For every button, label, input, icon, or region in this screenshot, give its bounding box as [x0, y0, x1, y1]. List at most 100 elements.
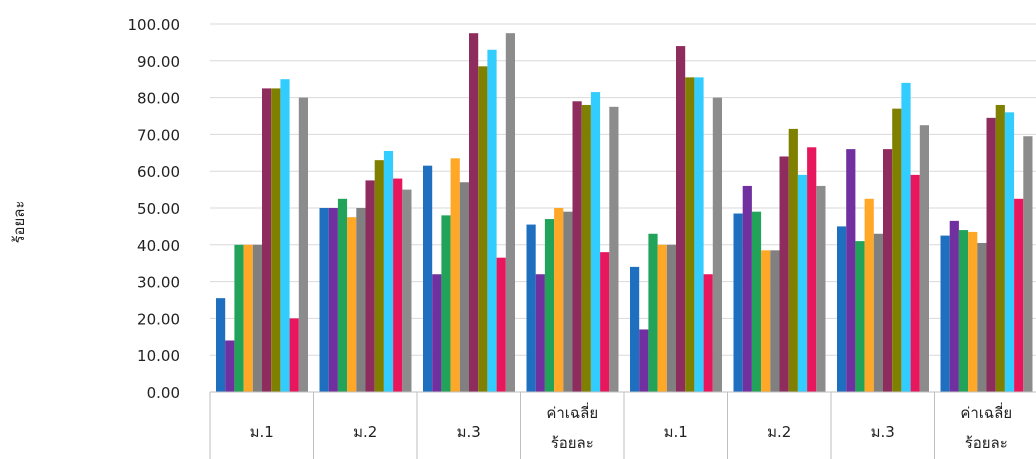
- bars: [216, 33, 1033, 393]
- bar: [807, 147, 817, 392]
- bar: [958, 230, 969, 392]
- y-axis-label: ร้อยละ: [10, 200, 28, 243]
- bar: [280, 79, 290, 392]
- bar: [968, 231, 978, 392]
- bar: [1014, 198, 1024, 392]
- bar: [676, 46, 686, 392]
- bar: [837, 226, 847, 392]
- category-label: ม.1: [250, 423, 274, 441]
- bar: [648, 233, 658, 392]
- category-label: ค่าเฉลี่ย: [960, 402, 1012, 422]
- bar: [940, 235, 950, 392]
- bar: [441, 215, 451, 392]
- bar: [910, 174, 920, 392]
- category-label: ม.2: [353, 423, 377, 441]
- bar: [356, 208, 366, 392]
- bar: [712, 97, 722, 392]
- category-label-line2: ร้อยละ: [965, 434, 1008, 452]
- bar: [1004, 112, 1015, 392]
- y-tick-label: 100.00: [128, 16, 181, 34]
- bar: [581, 104, 591, 393]
- bar: [459, 182, 469, 392]
- bar: [949, 220, 959, 392]
- y-tick-label: 0.00: [147, 384, 180, 402]
- bar: [864, 198, 874, 392]
- bar: [919, 125, 929, 392]
- x-axis-table: ม.1 ม.2 ม.3 ค่าเฉลี่ยร้อยละ ม.1 ม.2 ม.3 ค่าเฉลี…: [209, 391, 1036, 459]
- y-tick-label: 80.00: [137, 90, 180, 108]
- bar: [402, 189, 412, 392]
- category-label: ม.3: [871, 423, 895, 441]
- bar: [450, 158, 460, 392]
- bar: [337, 198, 348, 392]
- bar: [977, 242, 987, 392]
- bar: [234, 244, 244, 392]
- bar: [469, 33, 479, 392]
- y-tick-label: 90.00: [137, 53, 180, 71]
- bar: [271, 88, 281, 393]
- bar: [243, 244, 253, 392]
- bar: [630, 266, 640, 392]
- y-tick-label: 10.00: [137, 347, 180, 365]
- bar: [733, 213, 743, 392]
- bar: [535, 274, 545, 392]
- bar: [761, 250, 771, 392]
- bar: [572, 101, 582, 392]
- bar: [393, 178, 403, 392]
- bar: [262, 88, 272, 393]
- bar: [423, 165, 433, 392]
- bar: [563, 211, 573, 392]
- bar: [487, 49, 497, 392]
- bar: [639, 329, 649, 392]
- bar: [816, 185, 826, 392]
- bar: [365, 180, 375, 392]
- bar: [554, 208, 564, 392]
- bar: [1023, 136, 1033, 392]
- y-tick-label: 40.00: [137, 237, 180, 255]
- bar: [751, 211, 762, 392]
- bar: [892, 108, 902, 392]
- y-tick-label: 20.00: [137, 310, 180, 328]
- bar: [995, 104, 1005, 393]
- bar: [478, 66, 488, 392]
- category-label-line2: ร้อยละ: [551, 434, 594, 452]
- bar: [779, 156, 789, 392]
- bar: [685, 77, 695, 393]
- bar: [496, 257, 506, 392]
- bar: [432, 274, 442, 392]
- bar: [694, 77, 704, 393]
- y-tick-label: 60.00: [137, 163, 180, 181]
- bar: [703, 274, 713, 392]
- bar: [855, 241, 865, 392]
- bar: [347, 217, 357, 392]
- bar: [901, 82, 911, 392]
- bar: [666, 244, 676, 392]
- y-tick-label: 30.00: [137, 274, 180, 292]
- y-axis-ticks: 0.00 10.00 20.00 30.00 40.00 50.00 60.00 70.00 8…: [128, 16, 181, 402]
- y-tick-label: 50.00: [137, 200, 180, 218]
- bar: [216, 298, 226, 392]
- bar: [788, 128, 798, 392]
- bar: [770, 250, 780, 392]
- bar: [505, 33, 515, 392]
- category-label: ม.3: [457, 423, 481, 441]
- bar: [797, 174, 808, 392]
- bar: [609, 106, 619, 393]
- bar: [873, 233, 883, 392]
- bar: [383, 150, 394, 392]
- category-label: ค่าเฉลี่ย: [546, 402, 598, 422]
- bar: [544, 219, 555, 392]
- bar: [289, 318, 299, 392]
- bar: [590, 92, 601, 392]
- y-tick-label: 70.00: [137, 126, 180, 144]
- bar: [986, 117, 996, 392]
- bar: [600, 252, 610, 392]
- bar: [846, 149, 856, 392]
- bar: [225, 340, 235, 392]
- category-label: ม.2: [767, 423, 791, 441]
- bar: [252, 244, 262, 392]
- bar: [657, 244, 667, 392]
- bar: [883, 149, 893, 392]
- bar: [374, 160, 384, 392]
